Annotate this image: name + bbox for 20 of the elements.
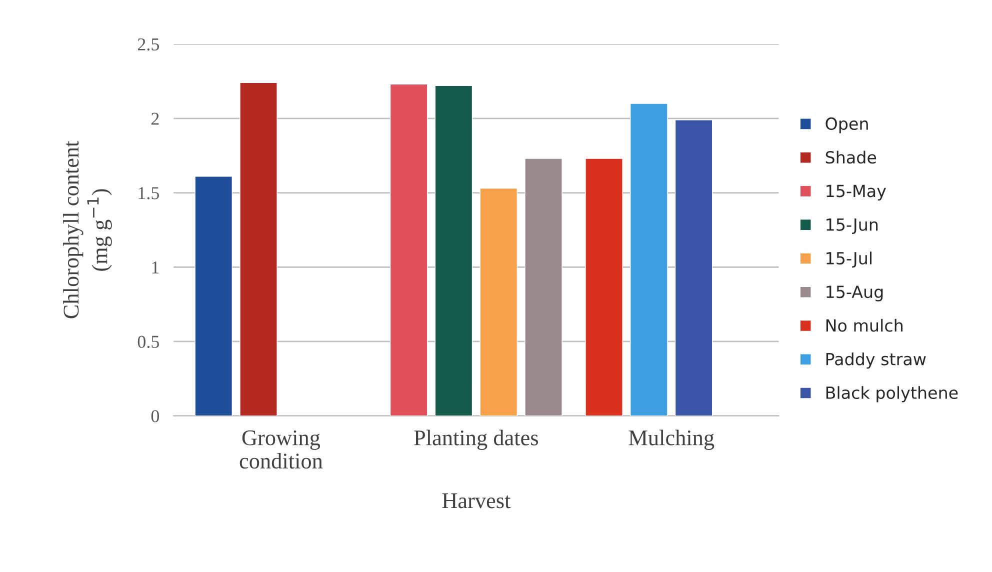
y-axis-title: Chlorophyll content (mg g$^{−1}$): [63, 140, 112, 318]
legend-label: Paddy straw: [826, 352, 926, 369]
x-tick-label: Mulching: [628, 430, 714, 450]
legend-label: Shade: [826, 150, 876, 164]
x-tick-label: Planting dates: [414, 430, 538, 450]
y-tick-label: 0: [151, 410, 160, 422]
y-tick-label: 2: [151, 112, 159, 125]
y-tick-label: 2.5: [138, 38, 160, 51]
legend-label: No mulch: [826, 318, 902, 332]
y-tick-label: 0.5: [138, 336, 160, 348]
legend-label: 15-Aug: [826, 286, 883, 302]
legend-label: Black polythene: [826, 386, 958, 402]
y-tick-label: 1: [152, 261, 159, 274]
legend-label: 15-Jun: [826, 218, 878, 234]
y-tick-label: 1.5: [138, 187, 160, 200]
legend-label: Open: [826, 117, 868, 134]
legend-label: 15-Jul: [826, 252, 872, 268]
x-tick-label: Growing condition: [240, 430, 323, 469]
x-axis-title: Harvest: [442, 493, 511, 508]
legend-label: 15-May: [826, 184, 886, 200]
